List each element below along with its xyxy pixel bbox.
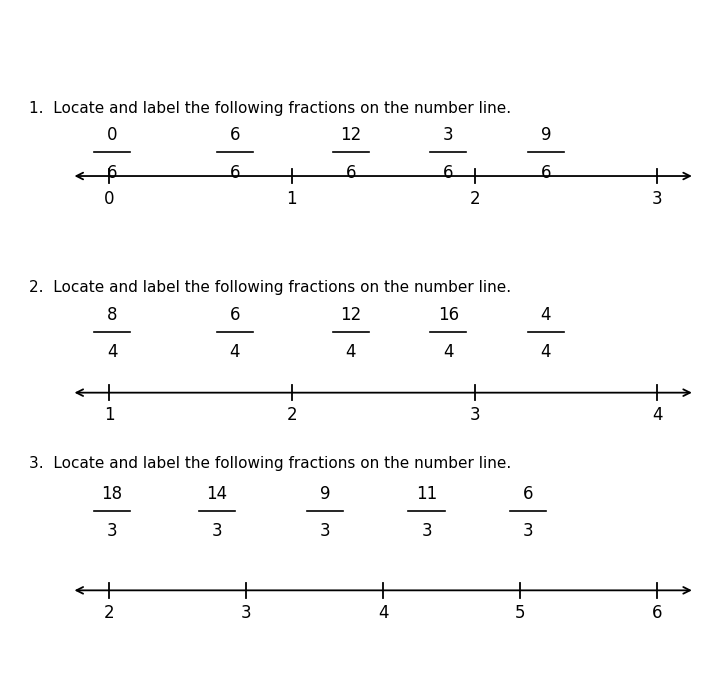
Text: 6: 6 [443, 164, 453, 181]
Text: 9: 9 [541, 127, 551, 144]
Text: 2.  Locate and label the following fractions on the number line.: 2. Locate and label the following fracti… [29, 280, 511, 295]
Text: 4: 4 [346, 343, 356, 361]
Text: 2: 2 [286, 406, 297, 424]
Text: 6: 6 [107, 164, 117, 181]
Text: 6: 6 [541, 164, 551, 181]
Text: 0: 0 [107, 127, 117, 144]
Text: 0: 0 [103, 190, 114, 208]
Text: 6: 6 [346, 164, 356, 181]
Text: 12: 12 [340, 306, 362, 324]
Text: 4: 4 [652, 406, 663, 424]
Text: 16: 16 [437, 306, 459, 324]
Text: 1: 1 [286, 190, 297, 208]
Text: 3: 3 [320, 523, 330, 540]
Text: 6: 6 [230, 306, 240, 324]
Text: 3: 3 [469, 406, 480, 424]
Text: 8: 8 [107, 306, 117, 324]
Text: 3: 3 [422, 523, 432, 540]
Text: 14: 14 [206, 485, 228, 503]
Text: 6: 6 [652, 604, 663, 622]
Text: 5: 5 [515, 604, 526, 622]
Text: 4: 4 [541, 343, 551, 361]
Text: 9: 9 [320, 485, 330, 503]
Text: 3.  Locate and label the following fractions on the number line.: 3. Locate and label the following fracti… [29, 456, 511, 471]
Text: 1.  Locate and label the following fractions on the number line.: 1. Locate and label the following fracti… [29, 101, 511, 116]
Text: 3: 3 [523, 523, 533, 540]
Text: 6: 6 [523, 485, 533, 503]
Text: 4: 4 [107, 343, 117, 361]
Text: 12: 12 [340, 127, 362, 144]
Text: 4: 4 [443, 343, 453, 361]
Text: 4: 4 [378, 604, 388, 622]
Text: 3: 3 [107, 523, 117, 540]
Text: 1: 1 [103, 406, 114, 424]
Text: 6: 6 [230, 164, 240, 181]
Text: 4: 4 [230, 343, 240, 361]
Text: 2: 2 [103, 604, 114, 622]
Text: 18: 18 [101, 485, 123, 503]
Text: 4: 4 [541, 306, 551, 324]
Text: 3: 3 [212, 523, 222, 540]
Text: 11: 11 [416, 485, 437, 503]
Text: 3: 3 [241, 604, 252, 622]
Text: 3: 3 [443, 127, 453, 144]
Text: 3: 3 [652, 190, 663, 208]
Text: 2: 2 [469, 190, 480, 208]
Text: 6: 6 [230, 127, 240, 144]
